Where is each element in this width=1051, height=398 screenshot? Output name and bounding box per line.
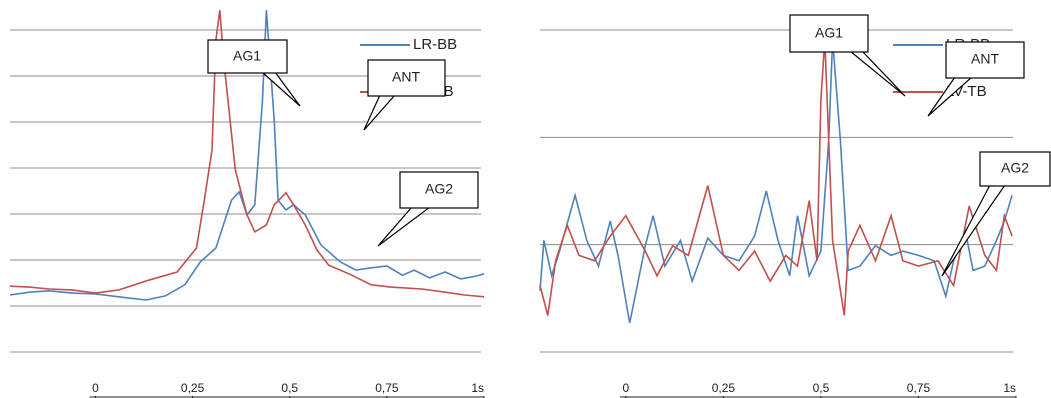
x-tick-label: 0 xyxy=(92,381,99,395)
series-line xyxy=(539,39,1013,316)
annotation: AG2 xyxy=(425,181,453,197)
annotation: ANT xyxy=(971,51,999,67)
x-tick-label: 0,25 xyxy=(181,381,205,395)
annotation: AG2 xyxy=(1001,160,1029,176)
x-tick-label: 0,75 xyxy=(907,381,931,395)
x-tick-label: 1s xyxy=(1003,381,1016,395)
callout: AG1 xyxy=(207,39,301,107)
series-line xyxy=(539,39,1013,324)
annotation: ANT xyxy=(392,69,420,85)
callout: ANT xyxy=(363,59,446,131)
callout: AG2 xyxy=(377,171,479,247)
callout: AG1 xyxy=(789,14,906,97)
x-tick-label: 0 xyxy=(622,381,629,395)
annotation: AG1 xyxy=(815,25,843,41)
x-tick-label: 0,75 xyxy=(375,381,399,395)
callout: AG2 xyxy=(941,151,1051,277)
series-line xyxy=(9,10,485,298)
callout: ANT xyxy=(927,41,1025,117)
x-tick-label: 0,5 xyxy=(281,381,298,395)
legend-label: LR-BB xyxy=(413,36,457,53)
x-tick-label: 1s xyxy=(471,381,484,395)
plots: 00,250,50,751sLR-BBLV-TB00,250,50,751sLR… xyxy=(9,10,1017,398)
x-tick-label: 0,25 xyxy=(712,381,736,395)
annotation: AG1 xyxy=(233,48,261,64)
x-tick-label: 0,5 xyxy=(813,381,830,395)
